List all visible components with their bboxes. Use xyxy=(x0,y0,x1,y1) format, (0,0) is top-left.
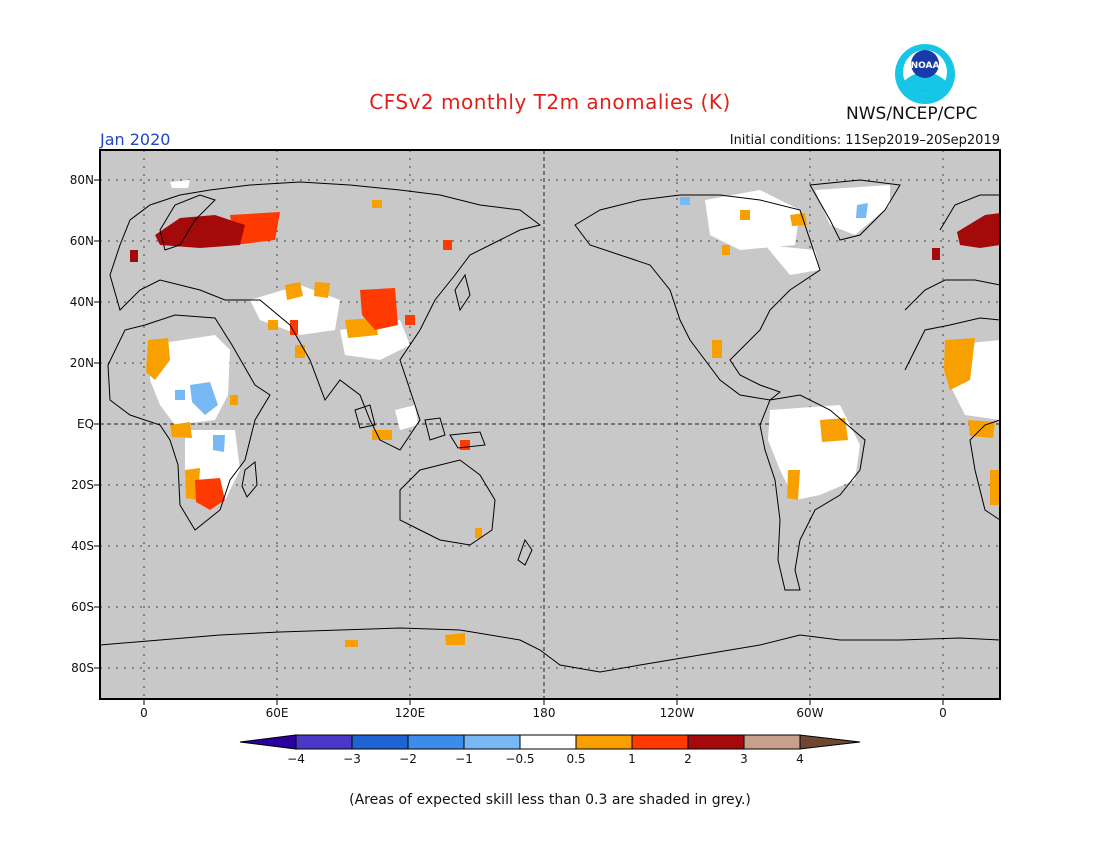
lat-label-60n: 60N xyxy=(69,234,94,248)
anomaly-2-3 xyxy=(130,213,1000,262)
colorbar-swatch-10 xyxy=(799,734,861,750)
map-title: CFSv2 monthly T2m anomalies (K) xyxy=(369,90,731,114)
colorbar-swatch-9 xyxy=(743,734,801,750)
colorbar-swatch-6 xyxy=(575,734,633,750)
lat-label-40n: 40N xyxy=(69,295,94,309)
colorbar-label-neg4: −4 xyxy=(287,752,305,766)
anomaly-1-2 xyxy=(195,212,470,510)
lon-label-120e: 120E xyxy=(394,706,426,720)
lon-label-0-right: 0 xyxy=(939,706,947,720)
skill-footnote: (Areas of expected skill less than 0.3 a… xyxy=(349,792,751,808)
axis-ticks xyxy=(94,179,944,705)
colorbar-swatch-0 xyxy=(239,734,297,750)
colorbar-label-3: 3 xyxy=(740,752,748,766)
colorbar-swatch-2 xyxy=(351,734,409,750)
forecast-month: Jan 2020 xyxy=(100,130,171,149)
lat-label-20n: 20N xyxy=(69,356,94,370)
colorbar-label-neg1: −1 xyxy=(455,752,473,766)
lat-label-20s: 20S xyxy=(71,478,94,492)
lat-label-80s: 80S xyxy=(71,661,94,675)
lat-label-eq: EQ xyxy=(76,417,94,431)
colorbar-swatch-3 xyxy=(407,734,465,750)
lon-label-60e: 60E xyxy=(265,706,289,720)
agency-label: NWS/NCEP/CPC xyxy=(846,104,978,124)
colorbar-swatch-1 xyxy=(295,734,353,750)
colorbar-label-4: 4 xyxy=(796,752,804,766)
noaa-logo: NOAA xyxy=(895,44,955,104)
lon-label-60w: 60W xyxy=(796,706,824,720)
colorbar-swatch-7 xyxy=(631,734,689,750)
colorbar-label-neg3: −3 xyxy=(343,752,361,766)
colorbar-label-2: 2 xyxy=(684,752,692,766)
colorbar-label-0p5: 0.5 xyxy=(566,752,586,766)
negative-anomalies xyxy=(175,197,868,452)
lon-label-0-left: 0 xyxy=(140,706,148,720)
colorbar-swatch-4 xyxy=(463,734,521,750)
colorbar-label-1: 1 xyxy=(628,752,636,766)
colorbar-label-neg0p5: −0.5 xyxy=(505,752,535,766)
lat-label-60s: 60S xyxy=(71,600,94,614)
initial-conditions: Initial conditions: 11Sep2019–20Sep2019 xyxy=(729,133,1000,148)
logo-text: NOAA xyxy=(911,61,940,71)
lat-label-40s: 40S xyxy=(71,539,94,553)
colorbar xyxy=(239,734,861,750)
lat-label-80n: 80N xyxy=(69,173,94,187)
colorbar-label-neg2: −2 xyxy=(399,752,417,766)
colorbar-swatch-8 xyxy=(687,734,745,750)
lon-label-120w: 120W xyxy=(659,706,695,720)
colorbar-swatch-5 xyxy=(519,734,577,750)
lon-label-180: 180 xyxy=(532,706,556,720)
coastlines xyxy=(99,179,1001,673)
equator-dateline xyxy=(100,150,1000,699)
graticule xyxy=(100,150,1000,699)
